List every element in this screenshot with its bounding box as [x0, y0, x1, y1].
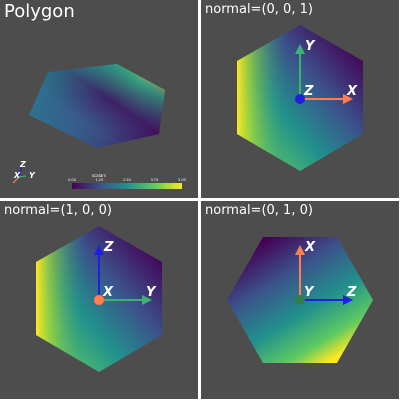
orientation-widget: Z X Y — [12, 160, 36, 184]
axis-right-label: Y — [146, 285, 157, 300]
viewport-title: normal=(0, 0, 1) — [205, 2, 313, 17]
axis-up-label: Y — [305, 39, 316, 54]
axes-glyph: X Z Y — [295, 240, 357, 305]
axis-center-label: X — [102, 285, 114, 300]
axis-up-label: X — [304, 240, 316, 255]
viewport-normal-x[interactable]: Z Y X normal=(1, 0, 0) — [0, 201, 198, 399]
axis-up-label: Z — [103, 240, 114, 255]
axes-glyph: Z Y X — [93, 240, 157, 306]
viewport-title: normal=(0, 1, 0) — [205, 203, 313, 218]
axes-glyph: Y X Z — [295, 39, 358, 104]
viewport-normal-z[interactable]: Y X Z normal=(0, 0, 1) — [201, 0, 399, 198]
colorbar-label: scalars — [92, 173, 106, 178]
widget-z-label: Z — [19, 160, 26, 169]
viewport-normal-y[interactable]: X Z Y normal=(0, 1, 0) — [201, 201, 399, 399]
hexagon-render: Y X Z — [237, 25, 363, 171]
axis-center-label: Z — [303, 84, 314, 99]
axis-center-label: Y — [304, 285, 315, 300]
colorbar: scalars 0.00 1.25 2.50 3.75 5.00 — [68, 173, 186, 189]
widget-x-label: X — [13, 171, 21, 180]
viewport-title: Polygon — [4, 1, 75, 22]
colorbar-tick: 1.25 — [96, 178, 104, 182]
axis-right-label: Z — [346, 285, 357, 300]
polygon-render: Z X Y scalars 0.00 1.25 2.50 3.75 5.00 — [12, 64, 186, 189]
hexagon-render: X Z Y — [227, 237, 373, 363]
colorbar-tick: 3.75 — [151, 178, 159, 182]
viewport-polygon[interactable]: Polygon — [0, 0, 198, 198]
colorbar-tick: 2.50 — [123, 178, 131, 182]
colorbar-tick: 5.00 — [178, 178, 186, 182]
widget-y-label: Y — [29, 171, 36, 180]
axis-right-label: X — [346, 84, 358, 99]
hexagon-render: Z Y X — [36, 226, 162, 372]
colorbar-tick: 0.00 — [68, 178, 76, 182]
viewport-title: normal=(1, 0, 0) — [4, 203, 112, 218]
